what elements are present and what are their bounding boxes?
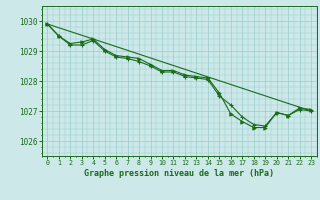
X-axis label: Graphe pression niveau de la mer (hPa): Graphe pression niveau de la mer (hPa) xyxy=(84,169,274,178)
